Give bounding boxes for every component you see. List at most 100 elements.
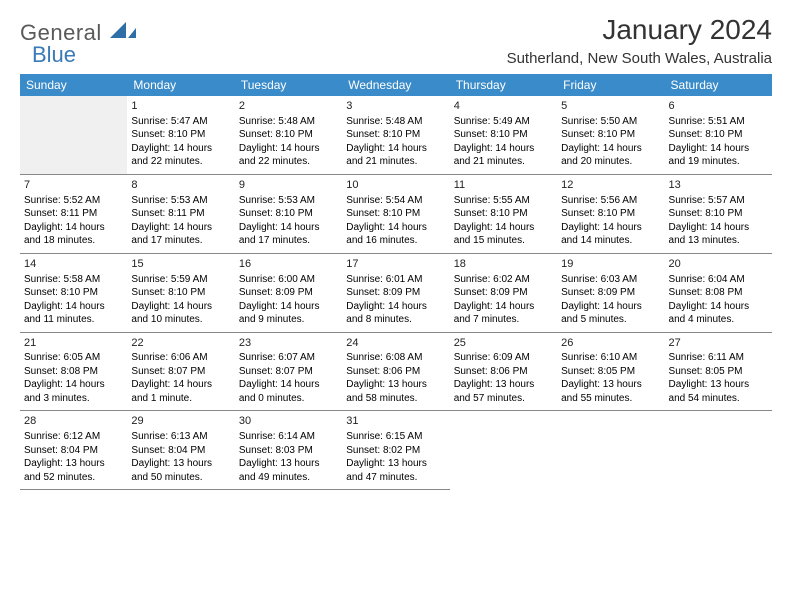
calendar-cell: 6Sunrise: 5:51 AMSunset: 8:10 PMDaylight… — [665, 96, 772, 174]
dl1-text: Daylight: 14 hours — [454, 221, 553, 235]
sunset-text: Sunset: 8:03 PM — [239, 444, 338, 458]
dl2-text: and 1 minute. — [131, 392, 230, 406]
dl2-text: and 19 minutes. — [669, 155, 768, 169]
dl1-text: Daylight: 14 hours — [346, 221, 445, 235]
dl1-text: Daylight: 14 hours — [239, 221, 338, 235]
calendar-cell — [450, 411, 557, 490]
dl1-text: Daylight: 14 hours — [454, 142, 553, 156]
sunrise-text: Sunrise: 5:47 AM — [131, 115, 230, 129]
calendar-cell: 14Sunrise: 5:58 AMSunset: 8:10 PMDayligh… — [20, 253, 127, 332]
dl2-text: and 52 minutes. — [24, 471, 123, 485]
calendar-cell — [665, 411, 772, 490]
dl2-text: and 13 minutes. — [669, 234, 768, 248]
dl1-text: Daylight: 14 hours — [131, 221, 230, 235]
sunset-text: Sunset: 8:02 PM — [346, 444, 445, 458]
sunrise-text: Sunrise: 6:03 AM — [561, 273, 660, 287]
day-number: 8 — [131, 178, 230, 193]
sunset-text: Sunset: 8:09 PM — [561, 286, 660, 300]
dl2-text: and 8 minutes. — [346, 313, 445, 327]
dl1-text: Daylight: 14 hours — [561, 221, 660, 235]
sunset-text: Sunset: 8:10 PM — [454, 207, 553, 221]
sunset-text: Sunset: 8:10 PM — [346, 207, 445, 221]
sunset-text: Sunset: 8:04 PM — [131, 444, 230, 458]
dl1-text: Daylight: 13 hours — [24, 457, 123, 471]
sunrise-text: Sunrise: 6:07 AM — [239, 351, 338, 365]
day-number: 2 — [239, 99, 338, 114]
sunset-text: Sunset: 8:06 PM — [454, 365, 553, 379]
sunset-text: Sunset: 8:09 PM — [346, 286, 445, 300]
day-header: Tuesday — [235, 74, 342, 96]
dl2-text: and 17 minutes. — [131, 234, 230, 248]
location: Sutherland, New South Wales, Australia — [507, 50, 772, 67]
dl2-text: and 50 minutes. — [131, 471, 230, 485]
dl2-text: and 20 minutes. — [561, 155, 660, 169]
day-number: 29 — [131, 414, 230, 429]
day-number: 31 — [346, 414, 445, 429]
dl1-text: Daylight: 14 hours — [346, 300, 445, 314]
dl2-text: and 5 minutes. — [561, 313, 660, 327]
calendar-cell: 13Sunrise: 5:57 AMSunset: 8:10 PMDayligh… — [665, 174, 772, 253]
sunrise-text: Sunrise: 5:49 AM — [454, 115, 553, 129]
day-number: 3 — [346, 99, 445, 114]
day-number: 16 — [239, 257, 338, 272]
sunrise-text: Sunrise: 5:55 AM — [454, 194, 553, 208]
calendar-cell: 5Sunrise: 5:50 AMSunset: 8:10 PMDaylight… — [557, 96, 664, 174]
sunset-text: Sunset: 8:09 PM — [454, 286, 553, 300]
day-number: 14 — [24, 257, 123, 272]
dl2-text: and 57 minutes. — [454, 392, 553, 406]
calendar-cell: 15Sunrise: 5:59 AMSunset: 8:10 PMDayligh… — [127, 253, 234, 332]
sunrise-text: Sunrise: 6:01 AM — [346, 273, 445, 287]
sunrise-text: Sunrise: 6:04 AM — [669, 273, 768, 287]
week-row: 14Sunrise: 5:58 AMSunset: 8:10 PMDayligh… — [20, 253, 772, 332]
calendar-cell: 21Sunrise: 6:05 AMSunset: 8:08 PMDayligh… — [20, 332, 127, 411]
calendar-cell: 22Sunrise: 6:06 AMSunset: 8:07 PMDayligh… — [127, 332, 234, 411]
dl2-text: and 0 minutes. — [239, 392, 338, 406]
day-header: Friday — [557, 74, 664, 96]
dl1-text: Daylight: 13 hours — [346, 457, 445, 471]
sunset-text: Sunset: 8:10 PM — [561, 207, 660, 221]
sunrise-text: Sunrise: 5:50 AM — [561, 115, 660, 129]
day-number: 10 — [346, 178, 445, 193]
sunrise-text: Sunrise: 6:00 AM — [239, 273, 338, 287]
calendar-cell: 31Sunrise: 6:15 AMSunset: 8:02 PMDayligh… — [342, 411, 449, 490]
day-number: 9 — [239, 178, 338, 193]
sunset-text: Sunset: 8:09 PM — [239, 286, 338, 300]
dl1-text: Daylight: 14 hours — [669, 300, 768, 314]
sunrise-text: Sunrise: 5:59 AM — [131, 273, 230, 287]
sunrise-text: Sunrise: 5:57 AM — [669, 194, 768, 208]
dl1-text: Daylight: 14 hours — [24, 378, 123, 392]
dl1-text: Daylight: 14 hours — [131, 378, 230, 392]
day-number: 27 — [669, 336, 768, 351]
day-header: Saturday — [665, 74, 772, 96]
logo-sail-icon — [110, 27, 136, 44]
calendar-cell: 12Sunrise: 5:56 AMSunset: 8:10 PMDayligh… — [557, 174, 664, 253]
sunset-text: Sunset: 8:08 PM — [669, 286, 768, 300]
sunset-text: Sunset: 8:10 PM — [561, 128, 660, 142]
day-number: 25 — [454, 336, 553, 351]
day-header: Thursday — [450, 74, 557, 96]
dl1-text: Daylight: 14 hours — [24, 300, 123, 314]
day-header: Sunday — [20, 74, 127, 96]
calendar-cell: 4Sunrise: 5:49 AMSunset: 8:10 PMDaylight… — [450, 96, 557, 174]
dl2-text: and 14 minutes. — [561, 234, 660, 248]
day-header: Wednesday — [342, 74, 449, 96]
dl1-text: Daylight: 14 hours — [561, 300, 660, 314]
sunset-text: Sunset: 8:10 PM — [131, 286, 230, 300]
sunset-text: Sunset: 8:10 PM — [669, 207, 768, 221]
dl1-text: Daylight: 14 hours — [454, 300, 553, 314]
dl2-text: and 4 minutes. — [669, 313, 768, 327]
sunset-text: Sunset: 8:10 PM — [239, 128, 338, 142]
day-number: 15 — [131, 257, 230, 272]
calendar-cell — [20, 96, 127, 174]
sunset-text: Sunset: 8:05 PM — [561, 365, 660, 379]
dl2-text: and 16 minutes. — [346, 234, 445, 248]
calendar-cell: 10Sunrise: 5:54 AMSunset: 8:10 PMDayligh… — [342, 174, 449, 253]
dl2-text: and 49 minutes. — [239, 471, 338, 485]
dl2-text: and 15 minutes. — [454, 234, 553, 248]
day-number: 21 — [24, 336, 123, 351]
dl2-text: and 55 minutes. — [561, 392, 660, 406]
sunset-text: Sunset: 8:10 PM — [239, 207, 338, 221]
dl2-text: and 9 minutes. — [239, 313, 338, 327]
day-number: 26 — [561, 336, 660, 351]
sunset-text: Sunset: 8:04 PM — [24, 444, 123, 458]
